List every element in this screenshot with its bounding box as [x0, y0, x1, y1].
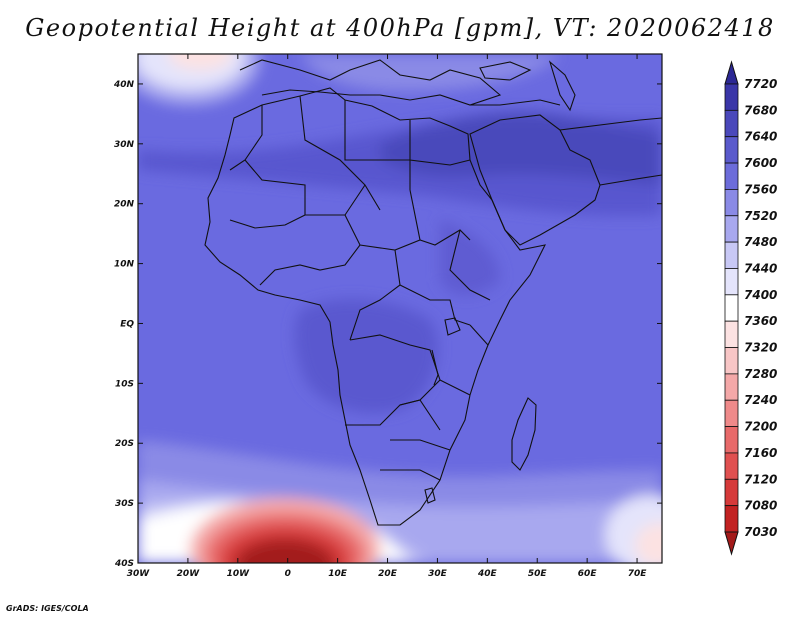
colorbar-bin — [724, 136, 739, 164]
lon-tick-label: 30E — [428, 569, 448, 579]
lon-tick-label: 40E — [477, 569, 498, 579]
map-title: Geopotential Height at 400hPa [gpm], VT:… — [25, 14, 775, 42]
colorbar-label: 7120 — [744, 472, 777, 486]
colorbar-label: 7400 — [744, 288, 777, 302]
colorbar-label: 7600 — [744, 156, 777, 170]
lat-tick-label: 10S — [115, 379, 134, 389]
colorbar-bin — [724, 215, 739, 243]
colorbar-bottom-arrow — [724, 531, 739, 556]
lon-tick-label: 10W — [227, 569, 251, 579]
colorbar-label: 7360 — [744, 314, 777, 328]
colorbar-bin — [724, 83, 739, 111]
coastlines — [204, 59, 662, 526]
colorbar-label: 7320 — [744, 341, 777, 355]
credit-text: GrADS: IGES/COLA — [6, 604, 89, 613]
axis-ticks — [137, 54, 662, 564]
longitude-labels: 30W 20W 10W 0 10E 20E 30E 40E 50E 60E 70E — [127, 569, 647, 579]
lon-tick-label: 70E — [628, 569, 648, 579]
colorbar-bin — [724, 268, 739, 296]
colorbar-top-arrow — [724, 60, 739, 85]
plot-frame — [137, 53, 663, 564]
colorbar-label: 7480 — [744, 235, 777, 249]
lat-tick-label: 40N — [113, 80, 135, 90]
lat-tick-label: 20S — [115, 439, 134, 449]
colorbar-label: 7030 — [744, 525, 777, 539]
colorbar-bin — [724, 241, 739, 269]
lon-tick-label: 50E — [528, 569, 548, 579]
lat-tick-label: 10N — [114, 260, 135, 270]
lat-tick-label: 40S — [114, 559, 134, 569]
colorbar-bin — [724, 347, 739, 375]
colorbar-bin — [724, 452, 739, 480]
lon-tick-label: 10E — [328, 569, 348, 579]
colorbar-label: 7680 — [744, 103, 777, 117]
height-field — [138, 54, 662, 563]
colorbar-bin — [724, 426, 739, 454]
colorbar-label: 7240 — [744, 393, 777, 407]
latitude-labels: 40S 30S 20S 10S EQ 10N 20N 30N 40N — [113, 80, 135, 569]
colorbar-label: 7080 — [744, 499, 777, 513]
colorbar-bin — [724, 399, 739, 427]
lat-tick-label: 30S — [115, 499, 134, 509]
colorbar-bin — [724, 189, 739, 217]
lon-tick-label: 20W — [177, 569, 201, 579]
colorbar-bin — [724, 109, 739, 138]
colorbar-bin — [724, 294, 739, 322]
colorbar: 7030 7080 7120 7160 7200 7240 7280 7320 7360 7400… — [724, 60, 777, 556]
colorbar-label: 7560 — [744, 182, 777, 196]
colorbar-bin — [724, 320, 739, 348]
lon-tick-label: 60E — [578, 569, 598, 579]
colorbar-label: 7440 — [744, 261, 777, 275]
lat-tick-label: EQ — [120, 319, 134, 329]
lat-tick-label: 30N — [114, 140, 135, 150]
colorbar-label: 7720 — [744, 77, 777, 91]
lat-tick-label: 20N — [114, 200, 135, 210]
lon-tick-label: 20E — [378, 569, 398, 579]
colorbar-label: 7200 — [744, 420, 777, 434]
colorbar-label: 7640 — [744, 130, 777, 144]
colorbar-label: 7280 — [744, 367, 777, 381]
colorbar-bin — [724, 478, 739, 507]
colorbar-bin — [724, 162, 739, 190]
colorbar-bin — [724, 505, 739, 533]
colorbar-label: 7160 — [744, 446, 777, 460]
lon-tick-label: 30W — [127, 569, 151, 579]
colorbar-bin — [724, 373, 739, 401]
lon-tick-label: 0 — [285, 569, 291, 579]
colorbar-label: 7520 — [744, 209, 777, 223]
